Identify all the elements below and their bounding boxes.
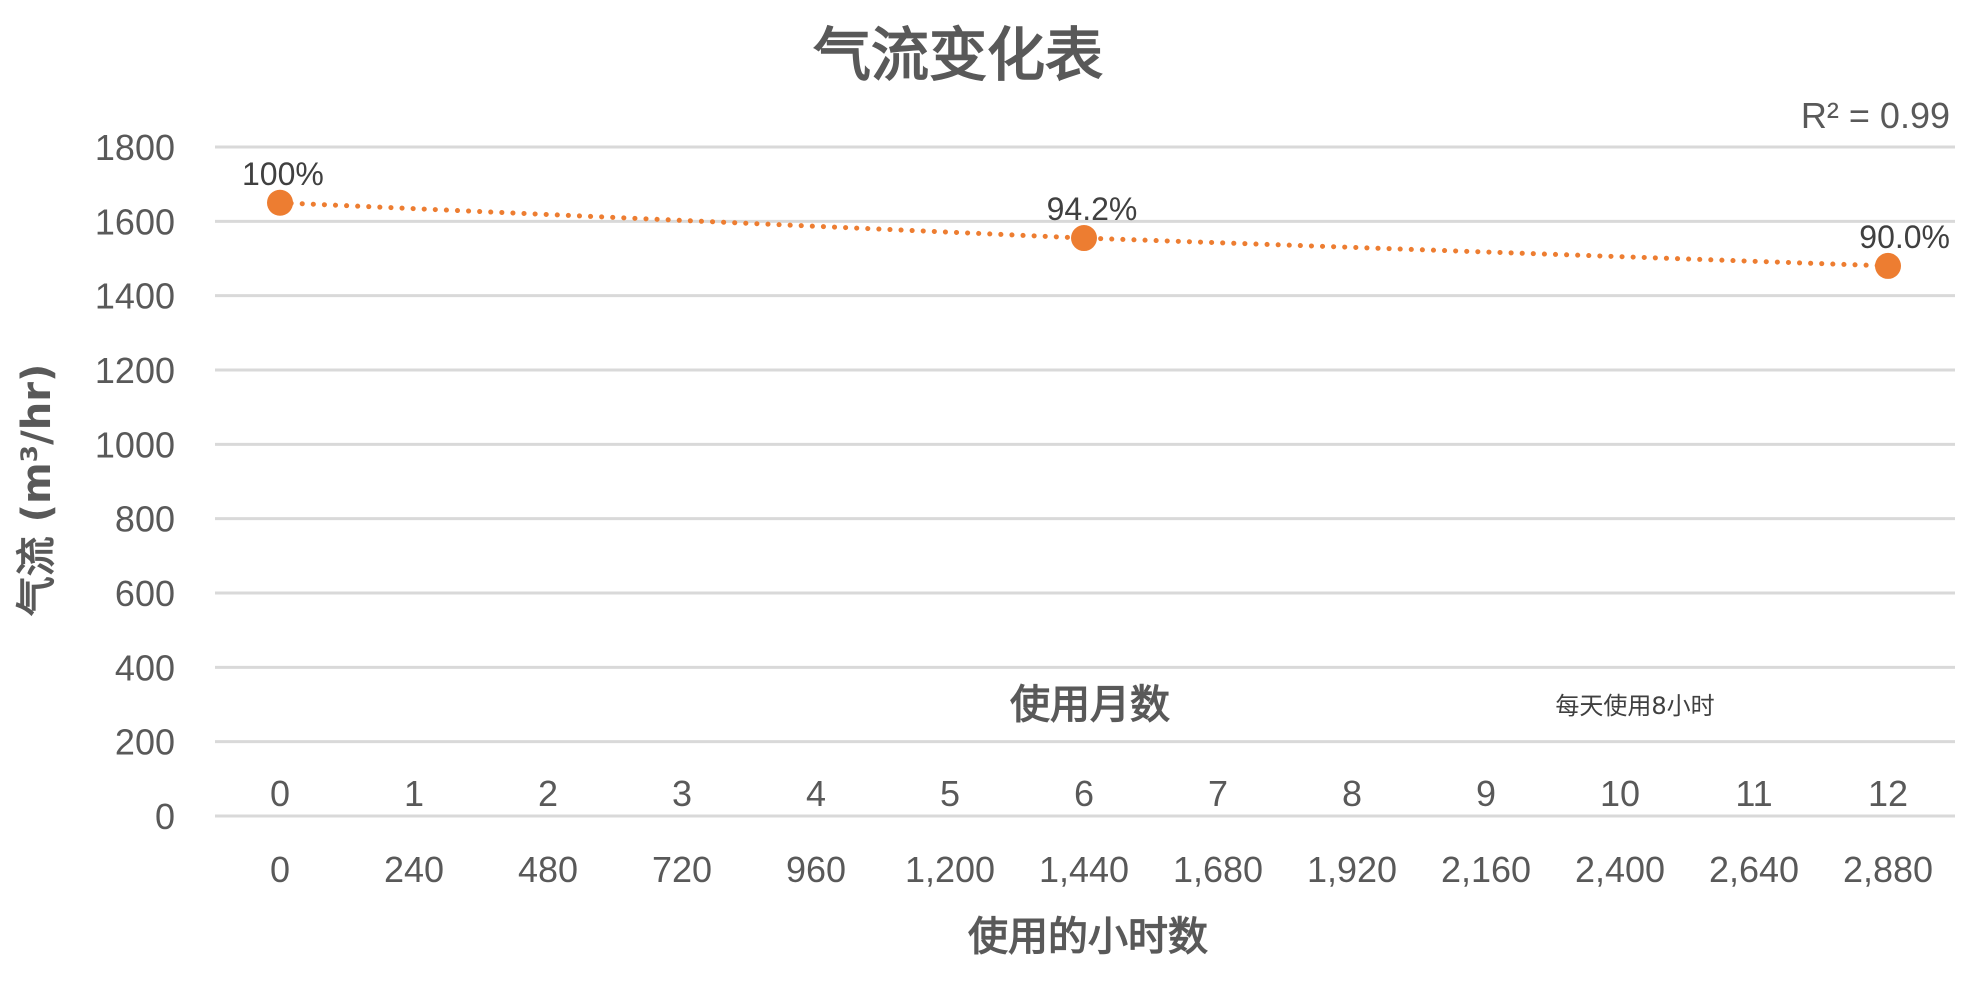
month-tick-label: 10 <box>1600 773 1640 814</box>
hour-tick-label: 0 <box>270 849 290 890</box>
data-point <box>267 189 293 216</box>
hour-tick-label: 2,160 <box>1441 849 1531 890</box>
month-tick-label: 6 <box>1074 773 1094 814</box>
month-tick-label: 12 <box>1868 773 1908 814</box>
y-tick-label: 1400 <box>95 276 175 317</box>
x-axis-title: 使用的小时数 <box>968 914 1208 960</box>
gridlines <box>215 145 1955 818</box>
hour-tick-label: 960 <box>786 849 846 890</box>
y-axis-ticks: 0 200 400 600 800 1000 1200 1400 1600 1800 <box>95 127 175 837</box>
y-tick-label: 1600 <box>95 201 175 242</box>
month-tick-label: 3 <box>672 773 692 814</box>
usage-note: 每天使用8小时 <box>1555 692 1714 720</box>
month-tick-label: 8 <box>1342 773 1362 814</box>
month-tick-label: 5 <box>940 773 960 814</box>
month-tick-label: 11 <box>1735 773 1772 814</box>
month-tick-label: 2 <box>538 773 558 814</box>
y-tick-label: 1000 <box>95 424 175 465</box>
trendline <box>277 200 1891 269</box>
data-label: 94.2% <box>1047 191 1138 227</box>
months-axis-title: 使用月数 <box>1010 682 1170 728</box>
y-tick-label: 0 <box>155 796 175 837</box>
hour-tick-label: 2,400 <box>1575 849 1665 890</box>
hour-tick-label: 1,680 <box>1173 849 1263 890</box>
hour-tick-label: 2,640 <box>1709 849 1799 890</box>
month-tick-label: 4 <box>806 773 826 814</box>
y-tick-label: 600 <box>115 573 175 614</box>
month-tick-label: 1 <box>404 773 424 814</box>
y-axis-title: 气流 (m³/hr) <box>14 364 60 617</box>
months-axis-ticks: 0 1 2 3 4 5 6 7 8 9 10 11 12 <box>270 773 1908 814</box>
hour-tick-label: 2,880 <box>1843 849 1933 890</box>
hours-axis-ticks: 0 240 480 720 960 1,200 1,440 1,680 1,920 2,160 2,… <box>270 849 1933 890</box>
hour-tick-label: 1,920 <box>1307 849 1397 890</box>
series-layer: 100% 94.2% 90.0% <box>242 156 1950 279</box>
hour-tick-label: 1,200 <box>905 849 995 890</box>
data-label: 100% <box>242 156 324 192</box>
data-label: 90.0% <box>1859 219 1950 255</box>
hour-tick-label: 240 <box>384 849 444 890</box>
y-tick-label: 400 <box>115 647 175 688</box>
month-tick-label: 7 <box>1208 773 1228 814</box>
y-tick-label: 1200 <box>95 350 175 391</box>
data-point <box>1071 225 1097 252</box>
hour-tick-label: 1,440 <box>1039 849 1129 890</box>
chart-title: 气流变化表 <box>813 21 1103 89</box>
hour-tick-label: 480 <box>518 849 578 890</box>
y-tick-label: 1800 <box>95 127 175 168</box>
month-tick-label: 9 <box>1476 773 1496 814</box>
data-point <box>1875 252 1901 279</box>
month-tick-label: 0 <box>270 773 290 814</box>
y-tick-label: 200 <box>115 722 175 763</box>
y-tick-label: 800 <box>115 499 175 540</box>
hour-tick-label: 720 <box>652 849 712 890</box>
r-squared-label: R² = 0.99 <box>1801 95 1950 136</box>
